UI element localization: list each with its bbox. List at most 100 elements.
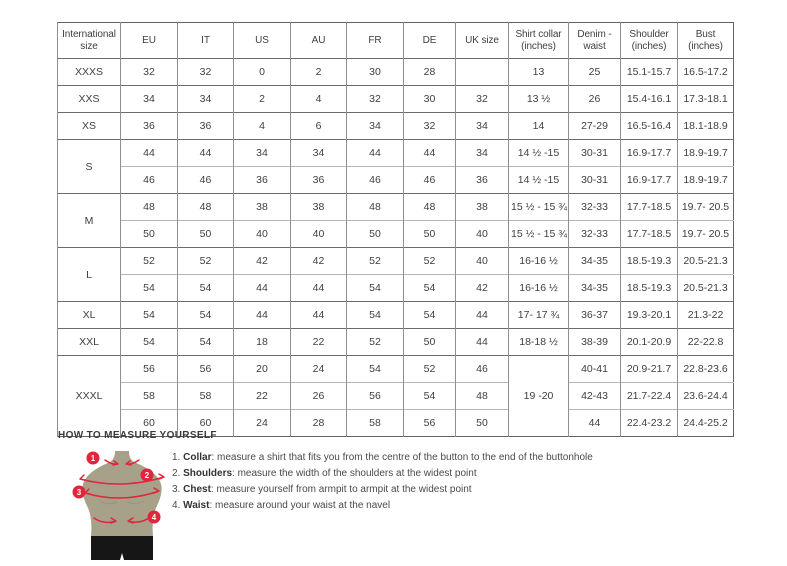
- size-label-cell: XS: [57, 112, 121, 140]
- table-cell: 44: [120, 139, 178, 167]
- measure-instruction-collar: 1. Collar: measure a shirt that fits you…: [172, 452, 593, 463]
- table-cell: 14 ½ -15: [508, 139, 569, 167]
- table-cell: 19.7- 20.5: [677, 220, 734, 248]
- table-cell: 38: [233, 193, 291, 221]
- table-cell: 46: [403, 166, 456, 194]
- table-cell: 13: [508, 58, 569, 86]
- table-cell: 16.5-16.4: [620, 112, 678, 140]
- table-row: XXL 54 54 18 22 52 50 44 18-18 ½ 38-39 20.1-20.9 22…: [57, 328, 734, 356]
- table-cell: 50: [455, 409, 509, 437]
- table-cell: 32-33: [568, 193, 621, 221]
- table-cell: 54: [120, 328, 178, 356]
- table-cell: 58: [120, 382, 178, 410]
- table-row: XXXS 32 32 0 2 30 28 13 25 15.1-15.7 16.5-17.2: [57, 58, 734, 86]
- table-cell: 44: [455, 301, 509, 329]
- table-cell: 14: [508, 112, 569, 140]
- table-cell: 54: [177, 274, 234, 302]
- table-cell: 34: [346, 112, 404, 140]
- table-cell: 54: [403, 274, 456, 302]
- table-row: 60 60 24 28 58 56 50 44 22.4-23.2 24.4-25.2: [57, 409, 734, 437]
- table-cell: 2: [233, 85, 291, 113]
- table-cell: 40: [290, 220, 347, 248]
- table-cell: 54: [346, 301, 404, 329]
- table-cell: 26: [290, 382, 347, 410]
- table-cell: 40: [233, 220, 291, 248]
- table-cell: 14 ½ -15: [508, 166, 569, 194]
- table-cell: 52: [346, 247, 404, 275]
- table-cell: 44: [233, 301, 291, 329]
- table-row: S 44 44 34 34 44 44 34 14 ½ -15 30-31 16.9-17.7 18.…: [57, 139, 734, 194]
- table-cell: 56: [403, 409, 456, 437]
- table-cell: 52: [403, 247, 456, 275]
- table-cell: 26: [568, 85, 621, 113]
- table-cell: 34-35: [568, 274, 621, 302]
- table-cell: 36-37: [568, 301, 621, 329]
- table-cell: 18.5-19.3: [620, 247, 678, 275]
- table-cell: 24: [233, 409, 291, 437]
- column-header: Shirt collar (inches): [508, 22, 569, 59]
- table-cell: 16.5-17.2: [677, 58, 734, 86]
- instruction-term: Shoulders: [183, 468, 233, 479]
- table-cell: 20.5-21.3: [677, 274, 734, 302]
- table-cell: 52: [177, 247, 234, 275]
- table-cell: [455, 58, 509, 86]
- table-cell: 46: [346, 166, 404, 194]
- table-cell: 15.4-16.1: [620, 85, 678, 113]
- size-label-cell: S: [57, 139, 121, 194]
- table-cell: 0: [233, 58, 291, 86]
- table-cell: 18.1-18.9: [677, 112, 734, 140]
- table-cell: 54: [177, 328, 234, 356]
- table-cell: 17- 17 ¾: [508, 301, 569, 329]
- table-cell: 17.7-18.5: [620, 193, 678, 221]
- measure-instructions-list: 1. Collar: measure a shirt that fits you…: [172, 452, 593, 516]
- table-cell: 34: [455, 139, 509, 167]
- table-cell: 4: [233, 112, 291, 140]
- table-cell: 22: [233, 382, 291, 410]
- table-cell: 36: [290, 166, 347, 194]
- table-cell: 54: [346, 274, 404, 302]
- size-chart: International size EU IT US AU FR DE UK size Shi…: [57, 22, 734, 437]
- column-header: International size: [57, 22, 121, 59]
- table-cell: 40: [455, 247, 509, 275]
- table-cell: 22: [290, 328, 347, 356]
- table-cell: 20.9-21.7: [620, 355, 678, 383]
- table-cell: 54: [403, 301, 456, 329]
- table-row: M 48 48 38 38 48 48 38 15 ½ - 15 ¾ 32-33 17.7-18.5…: [57, 193, 734, 248]
- table-cell: 34: [120, 85, 178, 113]
- table-cell: 16-16 ½: [508, 274, 569, 302]
- table-cell: 27-29: [568, 112, 621, 140]
- table-cell: 36: [120, 112, 178, 140]
- svg-text:1: 1: [91, 454, 96, 463]
- table-row: 54 54 44 44 54 54 42 16-16 ½ 34-35 18.5-19.3 20.5-…: [57, 274, 734, 302]
- instruction-term: Collar: [183, 452, 212, 463]
- table-cell: 56: [177, 355, 234, 383]
- table-cell: 18: [233, 328, 291, 356]
- table-cell: 50: [120, 220, 178, 248]
- table-cell: 22.8-23.6: [677, 355, 734, 383]
- instruction-text: : measure yourself from armpit to armpit…: [210, 484, 472, 495]
- table-cell: 54: [177, 301, 234, 329]
- measure-section-title: HOW TO MEASURE YOURSELF: [58, 430, 217, 441]
- table-cell: 17.3-18.1: [677, 85, 734, 113]
- table-cell: 38: [455, 193, 509, 221]
- table-cell: 21.7-22.4: [620, 382, 678, 410]
- table-cell: 38-39: [568, 328, 621, 356]
- table-cell: 20.5-21.3: [677, 247, 734, 275]
- table-cell: 42: [455, 274, 509, 302]
- table-cell: 28: [403, 58, 456, 86]
- table-row: XL 54 54 44 44 54 54 44 17- 17 ¾ 36-37 19.3-20.1 21…: [57, 301, 734, 329]
- table-cell: 44: [403, 139, 456, 167]
- table-cell: 46: [120, 166, 178, 194]
- table-cell: 50: [177, 220, 234, 248]
- table-cell: 32-33: [568, 220, 621, 248]
- collar-measure-line-left: [104, 459, 119, 466]
- mannequin-figure: 1 2 3 4: [70, 448, 174, 566]
- table-cell: 21.3-22: [677, 301, 734, 329]
- table-cell: 58: [346, 409, 404, 437]
- table-cell: 56: [120, 355, 178, 383]
- table-cell: 25: [568, 58, 621, 86]
- table-row: XXS 34 34 2 4 32 30 32 13 ½ 26 15.4-16.1 17.3-18.1: [57, 85, 734, 113]
- table-cell: 54: [120, 274, 178, 302]
- table-cell: 23.6-24.4: [677, 382, 734, 410]
- measure-instruction-waist: 4. Waist: measure around your waist at t…: [172, 500, 593, 511]
